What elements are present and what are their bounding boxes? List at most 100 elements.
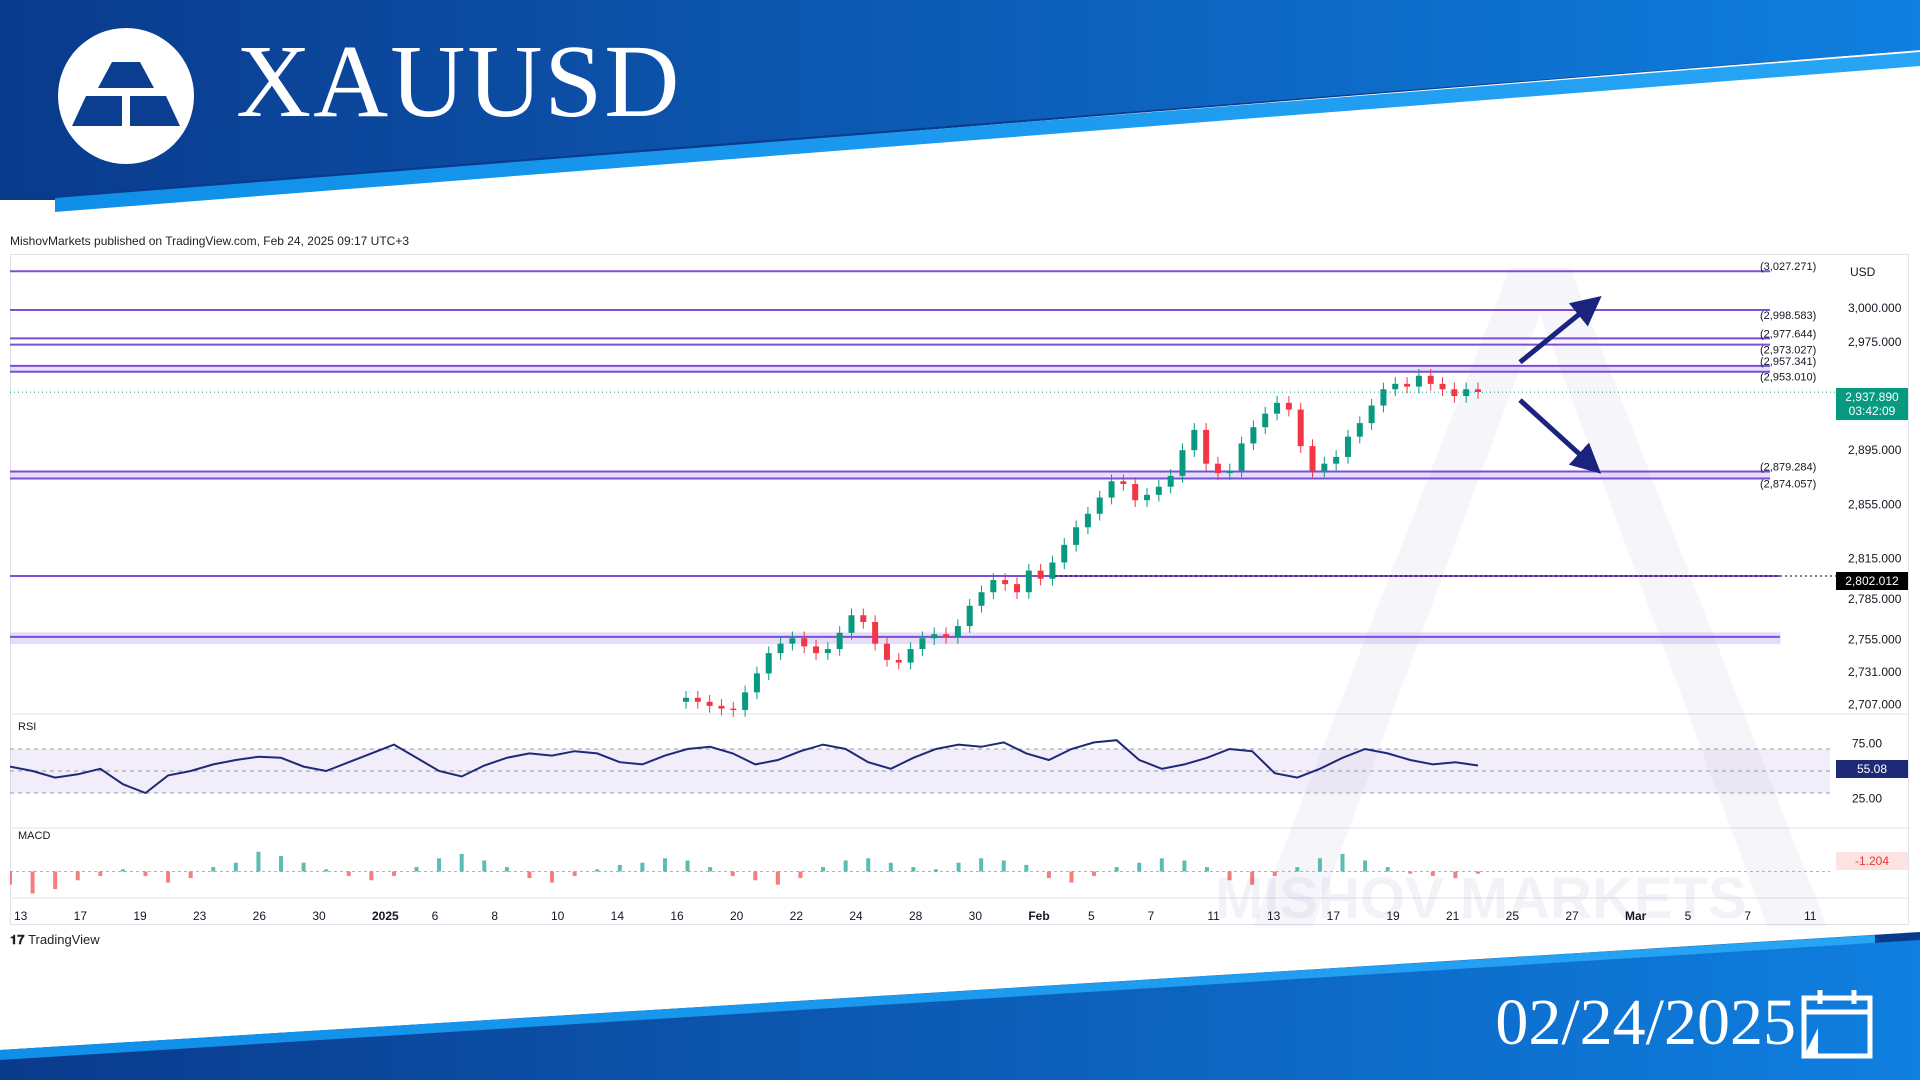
zone-box	[10, 471, 1770, 479]
macd-histogram-bar	[1204, 867, 1209, 872]
candle-body	[813, 646, 820, 654]
x-tick-label: 5	[1685, 909, 1692, 923]
macd-histogram-bar	[956, 862, 961, 872]
macd-histogram-bar	[1137, 862, 1142, 872]
price-chart[interactable]: USD (3,027.271) (2,998.583) (2,977.644) (2,9…	[10, 254, 1910, 926]
macd-histogram-bar	[1317, 858, 1322, 872]
candle-body	[860, 615, 867, 622]
macd-histogram-bar	[1024, 864, 1029, 872]
macd-histogram-bar	[753, 871, 758, 881]
candle-body	[1226, 470, 1233, 474]
x-tick-label: 20	[730, 909, 744, 923]
candle-body	[895, 659, 902, 663]
candle-body	[1404, 383, 1411, 387]
x-tick-label: 19	[133, 909, 147, 923]
calendar-icon	[1801, 990, 1873, 1059]
x-tick-label: 14	[611, 909, 625, 923]
price-tick-label: 2,895.000	[1848, 443, 1902, 457]
candle-body	[1002, 580, 1009, 585]
candle-body	[883, 643, 890, 660]
countdown: 03:42:09	[1848, 404, 1896, 418]
x-tick-label: 30	[312, 909, 326, 923]
macd-histogram-bar	[1430, 871, 1435, 876]
brand-logo	[58, 28, 194, 164]
macd-histogram-bar	[1046, 871, 1051, 879]
candle-body	[1155, 486, 1162, 495]
macd-histogram-bar	[459, 853, 464, 872]
current-price-tag: 2,937.890 03:42:09	[1836, 388, 1908, 420]
x-tick-label: Feb	[1028, 909, 1049, 923]
candle-body	[1096, 497, 1103, 514]
macd-histogram-bar	[933, 869, 938, 872]
candle-body	[848, 615, 855, 633]
x-tick-label: Mar	[1625, 909, 1647, 923]
macd-histogram-bar	[821, 867, 826, 872]
x-tick-label: 19	[1386, 909, 1400, 923]
price-tick-label: 2,815.000	[1848, 551, 1902, 565]
candle-body	[1013, 584, 1020, 593]
x-tick-label: 8	[491, 909, 498, 923]
macd-histogram-bar	[1092, 871, 1097, 876]
candle-body	[824, 649, 831, 654]
macd-value-tag: -1.204	[1836, 852, 1908, 870]
rsi-tick-label: 75.00	[1852, 737, 1882, 751]
bearish-arrow	[1518, 398, 1602, 474]
x-tick-label: 16	[670, 909, 684, 923]
candle-body	[1415, 375, 1422, 387]
watermark-text: MISHOV MARKETS	[1215, 866, 1747, 926]
x-tick-label: 11	[1207, 909, 1220, 923]
tradingview-brand[interactable]: 𝟏𝟕 TradingView	[10, 932, 100, 948]
x-tick-label: 7	[1148, 909, 1155, 923]
candle-body	[1108, 481, 1115, 498]
candle-body	[1333, 456, 1340, 464]
level-label: (2,953.010)	[1760, 372, 1816, 384]
price-tick-label: 2,755.000	[1848, 633, 1902, 647]
x-tick-label: 13	[14, 909, 28, 923]
rsi-tick-label: 25.00	[1852, 792, 1882, 806]
x-tick-label: 24	[849, 909, 863, 923]
candle-body	[777, 643, 784, 654]
macd-histogram-bar	[10, 871, 12, 885]
macd-histogram-bar	[527, 871, 532, 879]
watermark-logo	[1253, 268, 1827, 926]
candle-body	[1356, 423, 1363, 437]
macd-histogram-bar	[798, 871, 803, 879]
level-label: (2,879.284)	[1760, 461, 1816, 473]
macd-histogram-bar	[1363, 860, 1368, 872]
candle-body	[1309, 446, 1316, 471]
macd-histogram-bar	[1001, 860, 1006, 872]
price-tick-label: 2,707.000	[1848, 698, 1902, 712]
price-tick-label: 2,785.000	[1848, 592, 1902, 606]
candle-body	[931, 634, 938, 639]
x-tick-label: 25	[1506, 909, 1520, 923]
macd-histogram-bar	[662, 858, 667, 872]
x-tick-label: 7	[1744, 909, 1751, 923]
gold-bars-icon	[72, 62, 180, 126]
macd-histogram-bar	[482, 860, 487, 872]
candle-body	[954, 626, 961, 637]
bullish-arrow	[1518, 295, 1602, 365]
macd-histogram-bar	[843, 860, 848, 872]
level-label: (2,998.583)	[1760, 310, 1816, 322]
candle-body	[1380, 389, 1387, 406]
candle-body	[1049, 562, 1056, 579]
candle-body	[1037, 570, 1044, 579]
macd-histogram-bar	[1159, 858, 1164, 872]
macd-histogram-bar	[30, 871, 35, 894]
currency-label: USD	[1850, 265, 1876, 279]
support-price-tag: 2,802.012	[1836, 572, 1908, 590]
macd-histogram-bar	[256, 851, 261, 872]
published-line: MishovMarkets published on TradingView.c…	[10, 234, 409, 248]
level-label: (2,874.057)	[1760, 479, 1816, 491]
macd-histogram-bar	[1340, 853, 1345, 872]
macd-histogram-bar	[437, 858, 442, 872]
candle-body	[966, 605, 973, 627]
candle-body	[943, 634, 950, 637]
x-tick-label: 10	[551, 909, 565, 923]
price-tick-label: 3,000.000	[1848, 301, 1902, 315]
macd-histogram-bar	[1453, 871, 1458, 879]
candle-body	[694, 697, 701, 702]
rsi-label: RSI	[18, 721, 36, 733]
candle-body	[1321, 463, 1328, 471]
symbol-title: XAUUSD	[236, 24, 682, 139]
